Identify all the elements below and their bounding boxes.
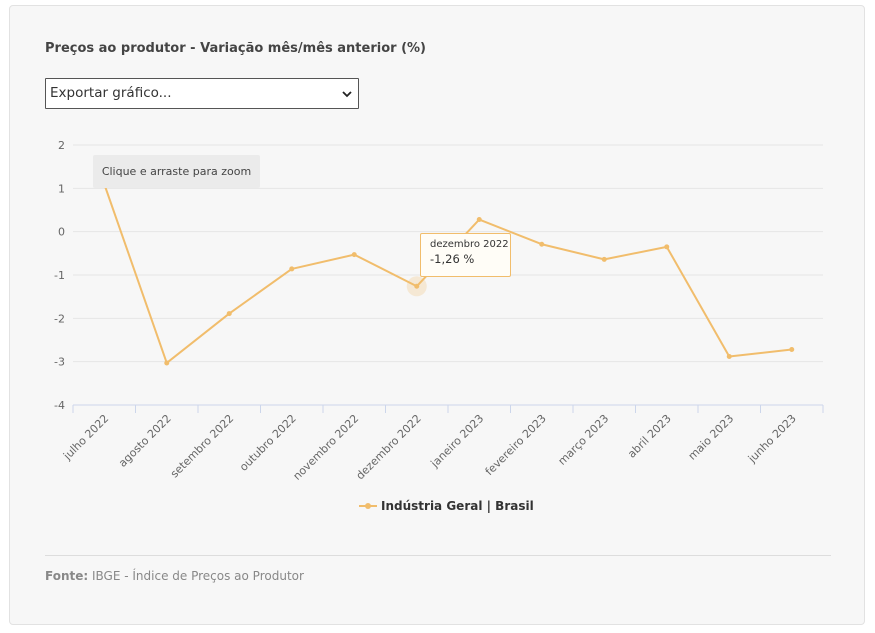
x-tick-label: julho 2022 bbox=[60, 412, 111, 463]
source-note: Fonte: IBGE - Índice de Preços ao Produt… bbox=[45, 569, 304, 583]
data-point bbox=[601, 256, 607, 262]
data-point bbox=[726, 353, 732, 359]
x-tick-label: maio 2023 bbox=[686, 412, 737, 463]
x-tick-label: agosto 2022 bbox=[116, 412, 174, 470]
data-point bbox=[289, 266, 295, 272]
x-tick-label: dezembro 2022 bbox=[354, 412, 424, 482]
zoom-hint: Clique e arraste para zoom bbox=[93, 155, 260, 188]
tooltip-value: -1,26 % bbox=[430, 252, 475, 266]
y-tick-label: -1 bbox=[54, 269, 65, 282]
y-tick-label: -4 bbox=[54, 399, 65, 412]
data-point bbox=[226, 311, 232, 317]
data-point bbox=[351, 252, 357, 258]
data-point bbox=[664, 244, 670, 250]
x-tick-label: novembro 2022 bbox=[291, 412, 362, 483]
x-tick-label: abril 2023 bbox=[625, 412, 674, 461]
y-tick-label: 1 bbox=[58, 182, 65, 195]
data-point bbox=[789, 347, 795, 353]
x-tick-label: janeiro 2023 bbox=[428, 412, 487, 471]
legend-label: Indústria Geral | Brasil bbox=[381, 499, 534, 513]
x-tick-label: outubro 2022 bbox=[237, 412, 299, 474]
data-tooltip: dezembro 2022 -1,26 % bbox=[420, 233, 511, 277]
legend-item[interactable]: Indústria Geral | Brasil bbox=[359, 498, 534, 514]
divider bbox=[45, 555, 831, 556]
chart-card: Preços ao produtor - Variação mês/mês an… bbox=[9, 5, 865, 625]
x-tick-label: junho 2023 bbox=[745, 412, 799, 466]
data-point bbox=[414, 283, 420, 289]
source-label: Fonte: bbox=[45, 569, 89, 583]
export-select-label: Exportar gráfico... bbox=[50, 85, 172, 101]
chart-title: Preços ao produtor - Variação mês/mês an… bbox=[45, 41, 426, 56]
y-tick-label: -2 bbox=[54, 312, 65, 325]
chevron-down-icon bbox=[342, 91, 352, 98]
tooltip-category: dezembro 2022 bbox=[430, 239, 509, 250]
x-tick-label: fevereiro 2023 bbox=[483, 412, 549, 478]
y-tick-label: 0 bbox=[58, 226, 65, 239]
x-tick-label: março 2023 bbox=[555, 412, 611, 468]
x-tick-label: setembro 2022 bbox=[168, 412, 236, 480]
y-tick-label: 2 bbox=[58, 139, 65, 152]
data-point bbox=[476, 217, 482, 223]
legend-line-marker-icon bbox=[359, 501, 377, 511]
data-point bbox=[164, 360, 170, 366]
data-point bbox=[539, 241, 545, 247]
source-text: IBGE - Índice de Preços ao Produtor bbox=[88, 569, 304, 583]
y-tick-label: -3 bbox=[54, 356, 65, 369]
export-chart-select[interactable]: Exportar gráfico... bbox=[45, 78, 359, 109]
